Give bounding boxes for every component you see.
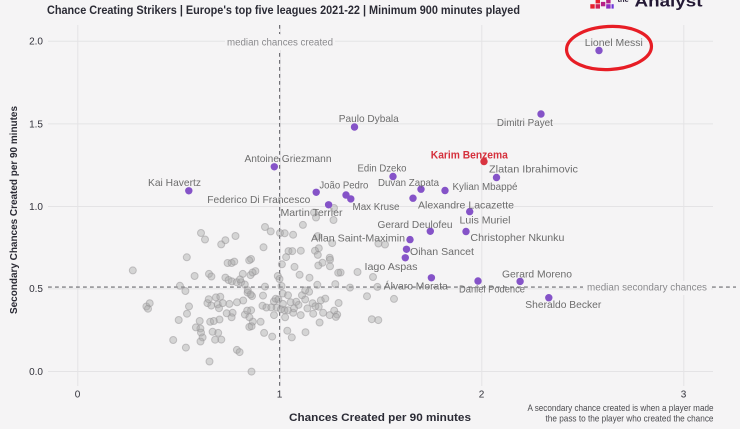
svg-text:median chances created: median chances created: [227, 38, 333, 49]
svg-text:Antoine Griezmann: Antoine Griezmann: [245, 153, 332, 165]
svg-text:2.0: 2.0: [29, 37, 43, 48]
svg-text:Dimitri Payet: Dimitri Payet: [497, 117, 553, 129]
svg-text:Daniel Podence: Daniel Podence: [459, 283, 525, 295]
svg-text:Kai Havertz: Kai Havertz: [148, 177, 201, 189]
svg-text:Oihan Sancet: Oihan Sancet: [410, 246, 474, 258]
svg-text:1.0: 1.0: [29, 202, 43, 213]
svg-text:Federico Di Francesco: Federico Di Francesco: [207, 194, 310, 206]
svg-text:0.0: 0.0: [29, 367, 43, 378]
svg-text:Christopher Nkunku: Christopher Nkunku: [470, 232, 564, 244]
svg-text:2: 2: [479, 390, 485, 401]
svg-text:Luis Muriel: Luis Muriel: [460, 215, 511, 227]
svg-text:Iago Aspas: Iago Aspas: [365, 261, 418, 273]
svg-text:Lionel Messi: Lionel Messi: [585, 37, 643, 49]
svg-text:Alexandre Lacazette: Alexandre Lacazette: [418, 200, 514, 212]
svg-text:Edin Dzeko: Edin Dzeko: [358, 163, 407, 175]
svg-text:0.5: 0.5: [29, 284, 43, 295]
svg-text:median secondary chances: median secondary chances: [587, 283, 707, 294]
svg-text:Chance Creating Strikers | Eur: Chance Creating Strikers | Europe's top …: [47, 5, 520, 17]
svg-text:Max Kruse: Max Kruse: [353, 201, 400, 213]
svg-text:Gerard Moreno: Gerard Moreno: [502, 268, 572, 280]
svg-text:Álvaro Morata: Álvaro Morata: [384, 279, 448, 292]
svg-text:Gerard Deulofeu: Gerard Deulofeu: [378, 219, 453, 231]
svg-text:Sheraldo Becker: Sheraldo Becker: [525, 299, 601, 311]
svg-text:Zlatan Ibrahimovic: Zlatan Ibrahimovic: [489, 164, 578, 176]
svg-text:Martin Terrier: Martin Terrier: [281, 207, 344, 219]
svg-text:3: 3: [681, 390, 687, 401]
svg-text:Analyst: Analyst: [635, 0, 703, 11]
svg-text:the: the: [618, 0, 629, 4]
svg-text:Allan Saint-Maximin: Allan Saint-Maximin: [311, 233, 405, 245]
svg-text:João Pedro: João Pedro: [319, 179, 368, 191]
svg-text:the pass to the player who cre: the pass to the player who created the c…: [546, 414, 714, 424]
svg-text:A secondary chance created is: A secondary chance created is when a pla…: [528, 403, 714, 413]
svg-text:1: 1: [277, 390, 283, 401]
svg-text:Chances Created per 90 minutes: Chances Created per 90 minutes: [289, 412, 471, 424]
svg-text:1.5: 1.5: [29, 119, 43, 130]
svg-text:0: 0: [75, 390, 81, 401]
svg-text:Kylian Mbappé: Kylian Mbappé: [453, 181, 518, 193]
svg-text:Secondary Chances Created per: Secondary Chances Created per 90 minutes: [8, 106, 20, 314]
svg-text:Duvan Zapata: Duvan Zapata: [378, 177, 439, 189]
svg-text:Paulo Dybala: Paulo Dybala: [339, 113, 399, 125]
svg-text:Karim Benzema: Karim Benzema: [431, 150, 509, 162]
